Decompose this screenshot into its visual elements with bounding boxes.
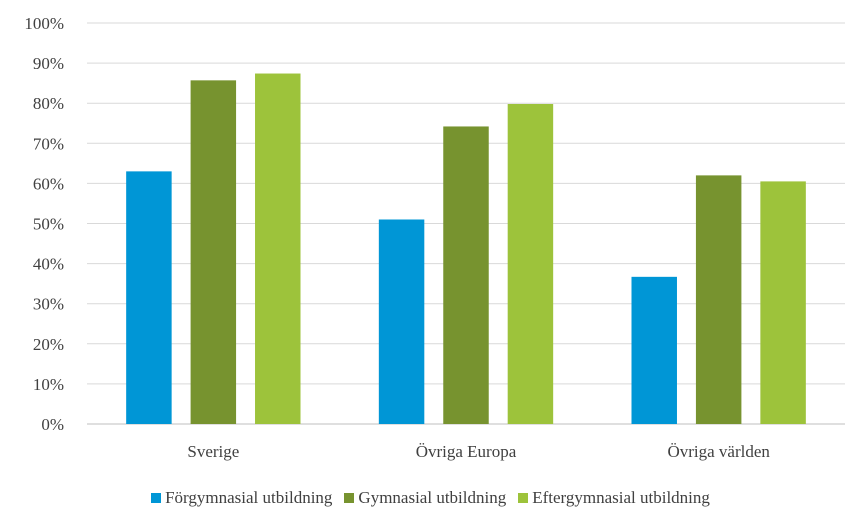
y-tick-label: 40% (33, 255, 64, 274)
bar-eftergymnasial-utbildning-1 (255, 73, 301, 424)
x-category-label: Övriga Europa (416, 442, 517, 461)
bar-eftergymnasial-utbildning-2 (507, 104, 554, 424)
y-tick-label: 100% (24, 14, 64, 33)
legend-label: Förgymnasial utbildning (165, 488, 333, 507)
x-axis-category-labels: Sverige Övriga Europa Övriga världen (187, 442, 770, 461)
y-tick-label: 20% (33, 335, 64, 354)
legend-label: Eftergymnasial utbildning (532, 488, 710, 507)
bar-förgymnasial-utbildning-1 (126, 171, 172, 424)
bar-gymnasial-utbildning-3 (695, 175, 742, 424)
y-tick-label: 0% (41, 415, 64, 434)
bar-förgymnasial-utbildning-2 (378, 219, 425, 424)
legend-swatch (151, 493, 162, 503)
y-tick-label: 90% (33, 54, 64, 73)
legend: Förgymnasial utbildning Gymnasial utbildn… (0, 488, 861, 508)
legend-item: Gymnasial utbildning (344, 488, 506, 508)
legend-item: Förgymnasial utbildning (151, 488, 332, 508)
y-tick-label: 60% (33, 174, 64, 193)
y-tick-label: 50% (33, 215, 64, 234)
y-tick-label: 10% (33, 375, 64, 394)
x-category-label: Sverige (187, 442, 239, 461)
bar-gymnasial-utbildning-1 (190, 80, 237, 424)
bar-eftergymnasial-utbildning-3 (760, 181, 806, 424)
y-tick-label: 30% (33, 295, 64, 314)
legend-label: Gymnasial utbildning (358, 488, 507, 507)
y-axis-tick-labels: 0% 10% 20% 30% 40% 50% 60% 70% 80% 90% 100% (24, 14, 64, 434)
y-tick-label: 80% (33, 94, 64, 113)
legend-swatch (344, 493, 355, 503)
bars (126, 73, 806, 424)
y-tick-label: 70% (33, 134, 64, 153)
x-category-label: Övriga världen (667, 442, 770, 461)
bar-gymnasial-utbildning-2 (443, 126, 489, 424)
bar-förgymnasial-utbildning-3 (631, 276, 677, 424)
legend-item: Eftergymnasial utbildning (518, 488, 710, 508)
legend-swatch (518, 493, 529, 503)
